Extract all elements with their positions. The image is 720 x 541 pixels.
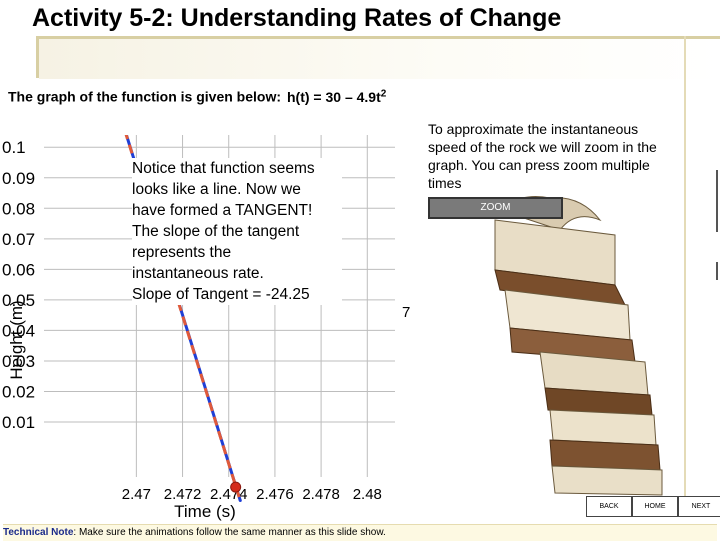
notice-line: Notice that function seems — [132, 160, 315, 177]
instruction-line: speed of the rock we will zoom in the — [428, 139, 657, 155]
notice-line: instantaneous rate. — [132, 265, 264, 282]
decorative-left-bar — [36, 36, 39, 78]
notice-line: represents the — [132, 244, 232, 261]
zoom-button[interactable]: ZOOM — [428, 197, 563, 219]
zoom-instructions: To approximate the instantaneous speed o… — [428, 120, 718, 192]
partial-label: 7 — [402, 304, 411, 321]
next-button[interactable]: NEXT — [678, 496, 720, 517]
notice-line: Slope of Tangent = -24.25 — [132, 286, 310, 303]
y-tick-label: 0.04 — [2, 321, 35, 340]
formula-base: h(t) = 30 – 4.9t — [287, 88, 381, 105]
y-axis-label: Height (m) — [7, 300, 26, 379]
back-button[interactable]: BACK — [586, 496, 632, 517]
y-tick-label: 0.01 — [2, 413, 35, 432]
formula-line: The graph of the function is given below… — [8, 88, 386, 105]
x-tick-label: 2.472 — [164, 486, 202, 503]
curve-point — [215, 424, 219, 428]
formula-exponent: 2 — [380, 88, 387, 99]
decorative-right-line — [684, 36, 686, 506]
notice-line: looks like a line. Now we — [132, 181, 301, 198]
technical-note-text: : Make sure the animations follow the sa… — [73, 527, 386, 538]
instruction-line: To approximate the instantaneous — [428, 121, 639, 137]
x-tick-label: 2.47 — [122, 486, 151, 503]
notice-text-box: Notice that function seems looks like a … — [132, 158, 342, 305]
y-tick-label: 0.07 — [2, 230, 35, 249]
x-tick-label: 2.474 — [210, 486, 248, 503]
decorative-top-bar — [36, 36, 720, 39]
slide-title: Activity 5-2: Understanding Rates of Cha… — [32, 4, 562, 32]
notice-line: have formed a TANGENT! — [132, 202, 313, 219]
tangent-point — [230, 481, 242, 493]
curve-point — [238, 499, 242, 503]
notice-line: The slope of the tangent — [132, 223, 300, 240]
instruction-line: graph. You can press zoom multiple — [428, 157, 650, 173]
x-tick-label: 2.478 — [302, 486, 340, 503]
y-tick-label: 0.05 — [2, 291, 35, 310]
edge-markers — [716, 170, 718, 280]
y-tick-label: 0.1 — [2, 138, 26, 157]
x-tick-labels: 2.47 2.472 2.474 2.476 2.478 2.48 — [122, 486, 382, 503]
formula-text: h(t) = 30 – 4.9t2 — [287, 88, 387, 105]
decorative-title-panel — [39, 39, 720, 79]
books-stack — [494, 196, 663, 496]
x-tick-label: 2.48 — [353, 486, 382, 503]
y-tick-label: 0.09 — [2, 169, 35, 188]
y-tick-label: 0.02 — [2, 383, 35, 402]
y-tick-labels: 0.01 0.02 0.03 0.04 0.05 0.06 0.07 0.08 0.09 0.1 — [2, 138, 35, 432]
y-tick-label: 0.08 — [2, 199, 35, 218]
intro-text: The graph of the function is given below… — [8, 88, 281, 105]
books-stack-image — [494, 196, 663, 496]
technical-note: Technical Note: Make sure the animations… — [3, 524, 717, 541]
instruction-line: times — [428, 175, 462, 191]
y-tick-label: 0.06 — [2, 260, 35, 279]
technical-note-label: Technical Note — [3, 527, 74, 538]
x-tick-label: 2.476 — [256, 486, 294, 503]
home-button[interactable]: HOME — [632, 496, 678, 517]
x-axis-label: Time (s) — [174, 502, 236, 521]
y-tick-label: 0.03 — [2, 352, 35, 371]
